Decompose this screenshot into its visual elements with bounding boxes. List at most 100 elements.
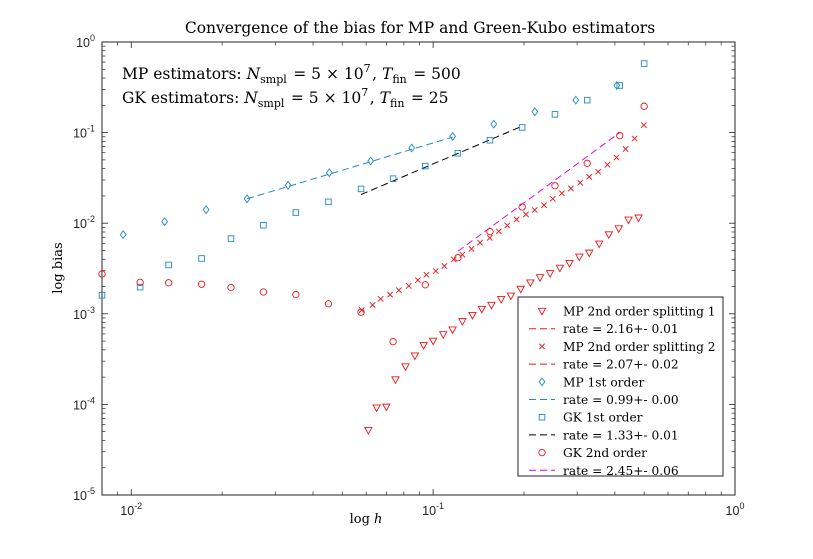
point-mp-2nd-order-splitting-1 <box>410 352 420 361</box>
point-gk-2nd-order <box>421 281 429 289</box>
point-mp-2nd-order-splitting-2 <box>414 277 421 284</box>
point-gk-1st-order <box>198 255 205 262</box>
point-mp-2nd-order-splitting-2-stroke <box>468 245 475 252</box>
point-mp-1st-order <box>202 205 210 215</box>
point-mp-2nd-order-splitting-1 <box>516 285 526 294</box>
x-tick-label: 10-1 <box>422 501 444 518</box>
point-mp-2nd-order-splitting-2-stroke <box>441 262 448 270</box>
legend: MP 2nd order splitting 1 rate = 2.16+- 0.… <box>517 296 724 478</box>
annotation-gk: GK estimators: Nsmpl = 5 × 107 , Tfin = … <box>122 86 449 110</box>
point-mp-2nd-order-splitting-1 <box>614 225 624 234</box>
point-mp-2nd-order-splitting-1 <box>391 376 400 385</box>
point-mp-2nd-order-splitting-2 <box>504 222 511 229</box>
legend-label: rate = 2.45+- 0.06 <box>563 464 679 478</box>
point-gk-1st-order <box>486 136 494 144</box>
point-mp-2nd-order-splitting-2 <box>541 202 548 209</box>
fit-line-rate-0-99-0-00 <box>246 136 453 200</box>
legend-label: rate = 2.07+- 0.02 <box>563 358 679 372</box>
point-mp-2nd-order-splitting-2-stroke <box>549 195 556 202</box>
point-mp-2nd-order-splitting-2-stroke <box>622 145 629 152</box>
point-mp-2nd-order-splitting-2 <box>604 161 611 168</box>
legend-marker <box>538 448 546 457</box>
point-mp-2nd-order-splitting-1 <box>574 253 584 262</box>
legend-box <box>517 296 724 477</box>
y-axis-label: log bias <box>51 242 66 293</box>
point-mp-2nd-order-splitting-1 <box>604 231 614 240</box>
point-mp-2nd-order-splitting-2-stroke <box>541 202 548 209</box>
point-mp-1st-order <box>119 230 127 240</box>
point-mp-1st-order <box>161 217 169 227</box>
point-gk-2nd-order <box>98 270 106 278</box>
y-tick-label: 100 <box>76 33 95 50</box>
point-mp-2nd-order-splitting-1 <box>545 270 555 278</box>
point-mp-2nd-order-splitting-1 <box>584 249 594 258</box>
point-mp-1st-order <box>367 156 375 166</box>
point-mp-2nd-order-splitting-2 <box>558 190 565 197</box>
point-mp-2nd-order-splitting-2 <box>423 271 430 278</box>
point-mp-2nd-order-splitting-2 <box>586 173 593 180</box>
point-mp-2nd-order-splitting-1 <box>401 363 410 372</box>
y-tick-label: 10-3 <box>73 305 95 322</box>
point-mp-1st-order <box>613 80 621 91</box>
legend-label: MP 2nd order splitting 1 <box>563 305 716 319</box>
point-gk-1st-order <box>98 292 106 299</box>
x-tick-label: 100 <box>726 501 745 518</box>
point-mp-2nd-order-splitting-2 <box>369 302 376 309</box>
point-mp-2nd-order-splitting-2-stroke <box>450 256 457 263</box>
point-mp-2nd-order-splitting-2-stroke <box>387 291 394 298</box>
point-mp-2nd-order-splitting-2 <box>495 228 502 235</box>
point-gk-1st-order <box>357 185 365 193</box>
point-gk-2nd-order <box>486 227 494 236</box>
point-mp-2nd-order-splitting-2-stroke <box>405 282 412 289</box>
point-mp-1st-order <box>408 143 416 153</box>
markers <box>98 60 648 435</box>
fit-line-rate-2-45-0-06 <box>457 132 621 252</box>
point-mp-2nd-order-splitting-2 <box>640 122 647 129</box>
legend-marker-stroke <box>538 343 546 350</box>
point-mp-2nd-order-splitting-2 <box>577 179 584 186</box>
point-mp-2nd-order-splitting-2-stroke <box>369 302 376 309</box>
point-gk-1st-order <box>551 111 559 118</box>
point-mp-2nd-order-splitting-2-stroke <box>377 295 384 302</box>
point-mp-2nd-order-splitting-2 <box>432 267 439 274</box>
fit-line-rate-1-33-0-01 <box>360 125 523 196</box>
legend-label: MP 1st order <box>563 375 645 389</box>
point-mp-2nd-order-splitting-2 <box>631 135 638 142</box>
point-gk-2nd-order <box>551 182 559 190</box>
point-gk-2nd-order <box>640 102 648 110</box>
point-mp-2nd-order-splitting-2-stroke <box>558 190 565 197</box>
point-mp-2nd-order-splitting-2 <box>395 287 402 294</box>
point-mp-2nd-order-splitting-2 <box>513 216 520 223</box>
point-gk-1st-order <box>165 261 172 269</box>
point-mp-2nd-order-splitting-2 <box>377 295 384 302</box>
point-gk-2nd-order <box>259 288 268 296</box>
point-gk-2nd-order <box>616 131 624 140</box>
point-mp-2nd-order-splitting-2-stroke <box>477 239 484 246</box>
legend-marker <box>538 343 546 350</box>
y-tick-label: 10-5 <box>73 486 95 503</box>
point-mp-2nd-order-splitting-2-stroke <box>631 135 638 142</box>
point-mp-2nd-order-splitting-2 <box>567 185 574 192</box>
point-mp-2nd-order-splitting-2-stroke <box>504 222 511 229</box>
point-mp-2nd-order-splitting-2-stroke <box>358 307 365 314</box>
point-mp-2nd-order-splitting-2-stroke <box>495 228 502 235</box>
legend-label: GK 1st order <box>563 411 643 425</box>
point-gk-1st-order <box>292 209 300 216</box>
point-mp-2nd-order-splitting-2 <box>531 206 538 213</box>
point-mp-2nd-order-splitting-2 <box>522 211 529 218</box>
point-gk-1st-order <box>518 124 526 131</box>
legend-label: GK 2nd order <box>563 446 647 460</box>
legend-label: rate = 2.16+- 0.01 <box>563 322 679 336</box>
point-mp-2nd-order-splitting-1 <box>555 264 565 273</box>
point-mp-2nd-order-splitting-1 <box>624 216 633 225</box>
point-mp-2nd-order-splitting-2-stroke <box>577 179 584 186</box>
point-gk-1st-order <box>227 235 235 242</box>
point-gk-1st-order <box>136 283 144 291</box>
fit-lines <box>246 125 621 252</box>
point-mp-2nd-order-splitting-2-stroke <box>395 287 402 294</box>
point-mp-2nd-order-splitting-1 <box>634 214 643 223</box>
point-gk-2nd-order <box>357 308 365 316</box>
point-mp-2nd-order-splitting-2-stroke <box>531 206 538 213</box>
y-tick-label: 10-4 <box>73 395 95 412</box>
point-mp-2nd-order-splitting-2-stroke <box>613 154 620 161</box>
